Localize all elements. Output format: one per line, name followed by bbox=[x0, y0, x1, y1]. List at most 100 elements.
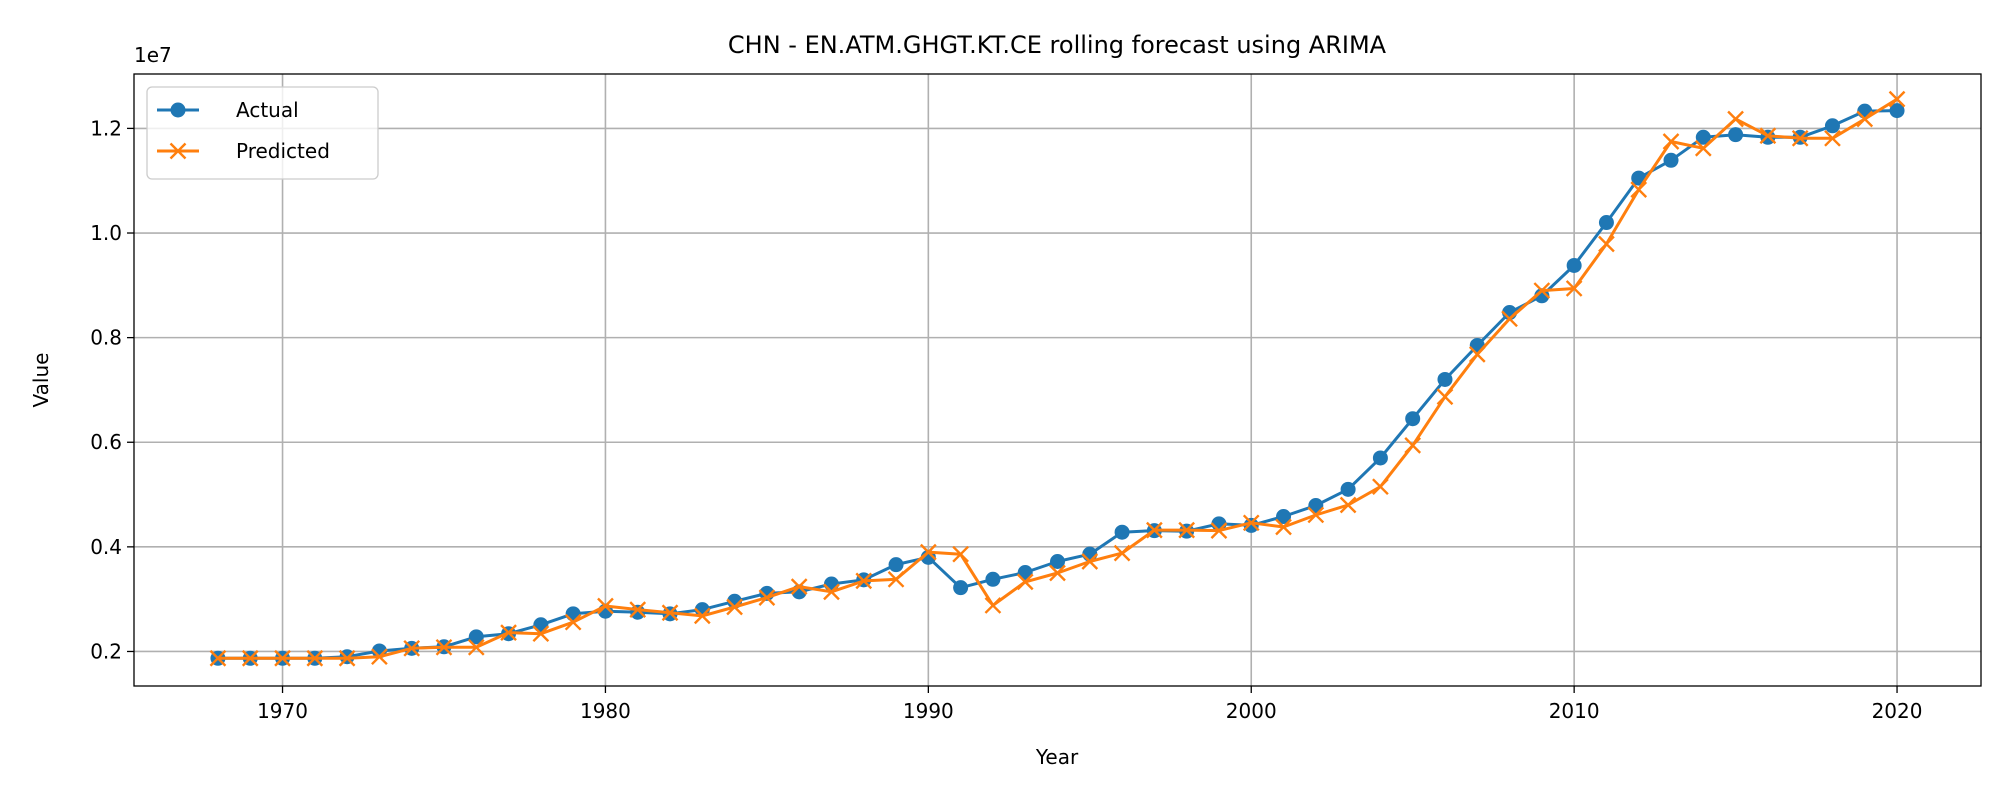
series-layer bbox=[209, 90, 1906, 667]
predicted-point bbox=[371, 648, 388, 666]
predicted-point bbox=[467, 638, 485, 656]
predicted-point bbox=[1727, 110, 1744, 128]
legend: Actual Predicted bbox=[146, 86, 379, 180]
y-tick-label: 1.2 bbox=[90, 116, 122, 140]
predicted-point bbox=[1275, 518, 1292, 536]
actual-point bbox=[1437, 371, 1453, 387]
predicted-point bbox=[1049, 564, 1066, 582]
predicted-point bbox=[1759, 127, 1777, 145]
predicted-point bbox=[1888, 90, 1906, 108]
predicted-point bbox=[693, 607, 711, 625]
predicted-point bbox=[758, 589, 776, 606]
predicted-point bbox=[1533, 282, 1551, 299]
y-tick-label: 1.0 bbox=[90, 221, 122, 245]
actual-point bbox=[1598, 215, 1614, 231]
plot-frame bbox=[133, 73, 1982, 687]
actual-point bbox=[630, 604, 646, 620]
y-tick-label: 0.6 bbox=[90, 430, 122, 454]
legend-actual-label: Actual bbox=[236, 98, 299, 122]
predicted-point bbox=[629, 601, 647, 618]
legend-box bbox=[146, 86, 379, 180]
x-tick-label: 2010 bbox=[1549, 699, 1600, 723]
actual-point bbox=[1308, 498, 1324, 514]
legend-predicted-marker bbox=[169, 142, 187, 160]
x-axis-label: Year bbox=[1035, 745, 1079, 769]
predicted-point bbox=[597, 597, 614, 615]
predicted-point bbox=[952, 545, 969, 563]
predicted-point bbox=[790, 578, 808, 595]
predicted-point bbox=[1436, 388, 1454, 406]
x-tick-label: 1970 bbox=[257, 699, 308, 723]
actual-point bbox=[1695, 129, 1711, 145]
legend-predicted-label: Predicted bbox=[236, 139, 330, 163]
predicted-point bbox=[1791, 129, 1809, 147]
predicted-point bbox=[1824, 129, 1841, 147]
x-tick-label: 1990 bbox=[903, 699, 954, 723]
predicted-point bbox=[1178, 521, 1196, 539]
x-tick-label: 2000 bbox=[1226, 699, 1277, 723]
actual-point bbox=[1663, 152, 1679, 168]
predicted-point bbox=[1662, 133, 1680, 150]
actual-point bbox=[888, 557, 904, 573]
actual-point bbox=[1728, 127, 1744, 143]
predicted-point bbox=[1113, 544, 1131, 562]
predicted-point bbox=[1468, 346, 1486, 363]
actual-point bbox=[1243, 517, 1259, 533]
predicted-point bbox=[338, 649, 356, 667]
predicted-point bbox=[1016, 573, 1034, 591]
predicted-point bbox=[1856, 110, 1874, 128]
predicted-point bbox=[855, 572, 873, 590]
predicted-point bbox=[1630, 181, 1648, 198]
actual-point bbox=[1824, 118, 1840, 134]
actual-point bbox=[1050, 554, 1065, 570]
predicted-point bbox=[919, 543, 937, 561]
y-ticks: 0.2 0.4 0.6 0.8 1.0 1.2 bbox=[90, 116, 134, 663]
predicted-point bbox=[1307, 506, 1325, 524]
predicted-point bbox=[1146, 521, 1163, 539]
predicted-point bbox=[274, 649, 291, 667]
predicted-point bbox=[1694, 139, 1712, 157]
predicted-point bbox=[241, 649, 259, 667]
predicted-point bbox=[887, 570, 905, 588]
predicted-point bbox=[1372, 478, 1389, 496]
predicted-point bbox=[532, 625, 550, 643]
legend-actual-marker bbox=[170, 102, 186, 118]
predicted-point bbox=[1081, 553, 1099, 570]
predicted-point bbox=[1598, 235, 1615, 253]
predicted-point bbox=[1565, 280, 1583, 297]
predicted-series bbox=[209, 90, 1906, 667]
predicted-point bbox=[984, 597, 1002, 614]
actual-point bbox=[1276, 509, 1292, 525]
actual-point bbox=[1889, 103, 1905, 119]
actual-point bbox=[953, 580, 969, 596]
predicted-point bbox=[1404, 437, 1422, 454]
predicted-point bbox=[1242, 514, 1260, 532]
y-tick-label: 0.2 bbox=[90, 639, 122, 663]
y-axis-label: Value bbox=[29, 353, 53, 408]
actual-point bbox=[1405, 411, 1421, 427]
actual-point bbox=[1340, 481, 1356, 497]
predicted-point bbox=[306, 649, 324, 667]
predicted-point bbox=[1210, 522, 1228, 539]
predicted-point bbox=[209, 649, 227, 667]
predicted-point bbox=[500, 624, 517, 641]
predicted-point bbox=[823, 583, 840, 601]
actual-point bbox=[1566, 257, 1582, 273]
actual-point bbox=[1372, 450, 1388, 466]
actual-point bbox=[468, 629, 484, 645]
actual-point bbox=[1017, 564, 1033, 580]
y-tick-label: 0.4 bbox=[90, 535, 122, 559]
actual-point bbox=[1114, 524, 1130, 540]
actual-point bbox=[985, 571, 1001, 587]
x-tick-label: 1980 bbox=[580, 699, 631, 723]
predicted-point bbox=[564, 613, 582, 631]
predicted-point bbox=[1339, 496, 1357, 514]
y-tick-label: 0.8 bbox=[90, 326, 122, 350]
chart-title: CHN - EN.ATM.GHGT.KT.CE rolling forecast… bbox=[728, 31, 1387, 59]
y-offset-label: 1e7 bbox=[134, 43, 172, 67]
grid bbox=[134, 74, 1981, 686]
x-ticks: 1970 1980 1990 2000 2010 2020 bbox=[257, 686, 1922, 723]
predicted-point bbox=[403, 639, 421, 657]
x-tick-label: 2020 bbox=[1872, 699, 1923, 723]
